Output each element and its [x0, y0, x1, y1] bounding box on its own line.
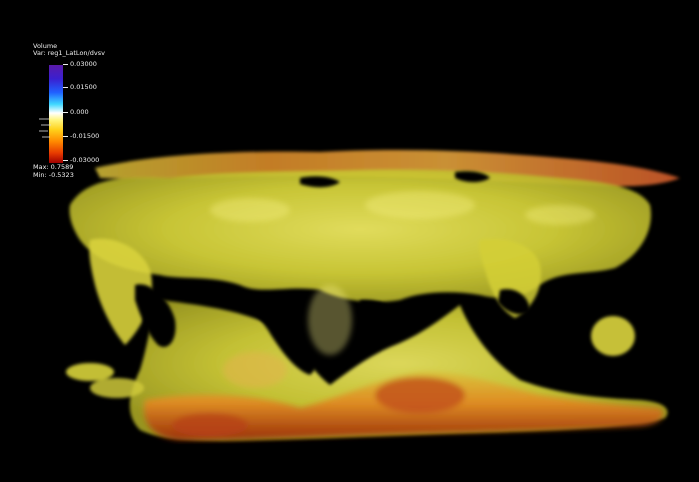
max-readout: Max: 0.7589 — [33, 164, 73, 171]
legend-title: Volume — [33, 42, 58, 50]
volume-hot-region — [144, 352, 664, 440]
min-readout: Min: -0.5323 — [33, 172, 74, 179]
colorbar-tick: -0.03000 — [63, 157, 99, 164]
colorbar-tick: 0.000 — [63, 109, 89, 116]
colorbar-tick: -0.01500 — [63, 133, 99, 140]
min-label: Min: — [33, 171, 47, 179]
max-value: 0.7589 — [50, 163, 74, 171]
min-value: -0.5323 — [48, 171, 74, 179]
max-label: Max: — [33, 163, 49, 171]
colorbar — [49, 65, 63, 163]
colorbar-tick: 0.01500 — [63, 84, 97, 91]
histogram-icon — [39, 118, 51, 138]
colorbar-tick: 0.03000 — [63, 61, 97, 68]
volume-gaps — [135, 171, 530, 375]
legend-variable: Var: reg1_LatLon/dvsv — [33, 49, 105, 57]
volume-highlights — [210, 191, 595, 355]
colorbar-legend: Volume Var: reg1_LatLon/dvsv 0.03000 0.0… — [33, 43, 143, 183]
